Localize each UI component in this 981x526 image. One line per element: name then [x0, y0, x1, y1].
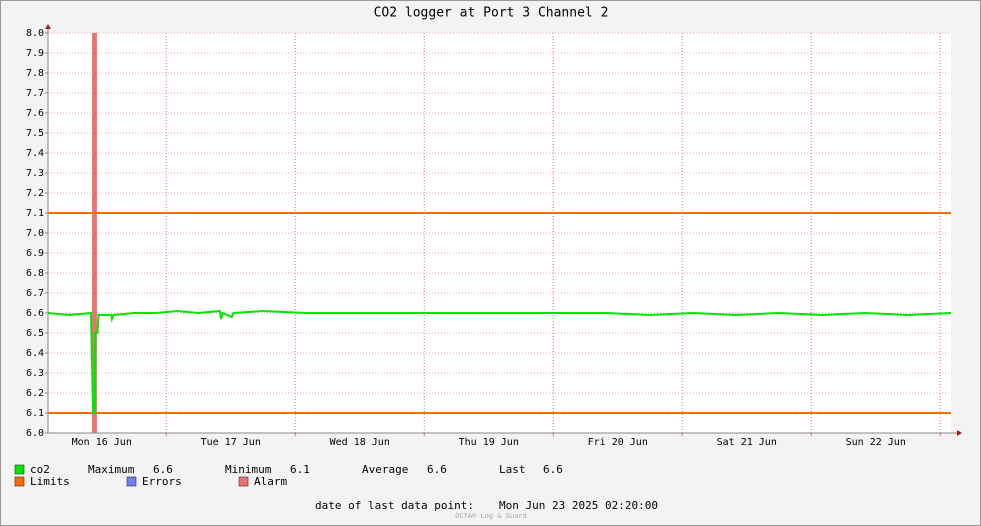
legend-label: Limits: [30, 475, 70, 488]
y-tick-label: 6.2: [26, 388, 44, 399]
legend-swatch: [238, 476, 249, 487]
y-tick-label: 6.8: [26, 268, 44, 279]
data-line: [47, 309, 952, 414]
y-tick-label: 7.1: [26, 208, 44, 219]
y-tick-label: 6.9: [26, 248, 44, 259]
x-tick-label: Fri 20 Jun: [588, 437, 648, 448]
y-tick-label: 6.5: [26, 328, 44, 339]
x-axis-arrow: [957, 430, 962, 436]
y-tick-label: 7.3: [26, 168, 44, 179]
legend-label: Errors: [142, 475, 182, 488]
y-tick-label: 7.8: [26, 68, 44, 79]
y-tick-label: 7.9: [26, 48, 44, 59]
y-tick-label: 6.1: [26, 408, 44, 419]
footer-value: Mon Jun 23 2025 02:20:00: [499, 499, 658, 512]
x-tick-label: Thu 19 Jun: [459, 437, 519, 448]
y-tick-label: 6.6: [26, 308, 44, 319]
stat-label: Maximum: [88, 463, 135, 476]
x-tick-label: Wed 18 Jun: [330, 437, 390, 448]
x-tick-label: Tue 17 Jun: [201, 437, 261, 448]
stat-value: 6.6: [427, 463, 447, 476]
footer-label: date of last data point:: [315, 499, 474, 512]
legend-label: Alarm: [254, 475, 287, 488]
alarm-band: [92, 33, 97, 433]
x-tick-label: Mon 16 Jun: [72, 437, 132, 448]
x-tick-label: Sun 22 Jun: [846, 437, 906, 448]
y-tick-label: 7.2: [26, 188, 44, 199]
stat-value: 6.6: [153, 463, 173, 476]
watermark: OCTA® Log & Guard: [455, 512, 527, 520]
y-tick-label: 8.0: [26, 28, 44, 39]
stat-label: Last: [499, 463, 526, 476]
chart-title: CO2 logger at Port 3 Channel 2: [374, 6, 609, 21]
legend-swatch: [14, 476, 25, 487]
y-tick-label: 6.0: [26, 428, 44, 439]
stat-value: 6.6: [543, 463, 563, 476]
y-tick-label: 6.3: [26, 368, 44, 379]
legend-label: co2: [30, 463, 50, 476]
y-tick-label: 7.0: [26, 228, 44, 239]
y-tick-label: 7.6: [26, 108, 44, 119]
y-tick-label: 7.4: [26, 148, 44, 159]
stat-label: Minimum: [225, 463, 272, 476]
legend-swatch: [14, 464, 25, 475]
stat-value: 6.1: [290, 463, 310, 476]
y-axis-arrow: [45, 24, 51, 29]
legend-swatch: [126, 476, 137, 487]
y-tick-label: 7.7: [26, 88, 44, 99]
y-tick-label: 7.5: [26, 128, 44, 139]
stat-label: Average: [362, 463, 408, 476]
y-tick-label: 6.7: [26, 288, 44, 299]
y-tick-label: 6.4: [26, 348, 44, 359]
x-tick-label: Sat 21 Jun: [717, 437, 777, 448]
